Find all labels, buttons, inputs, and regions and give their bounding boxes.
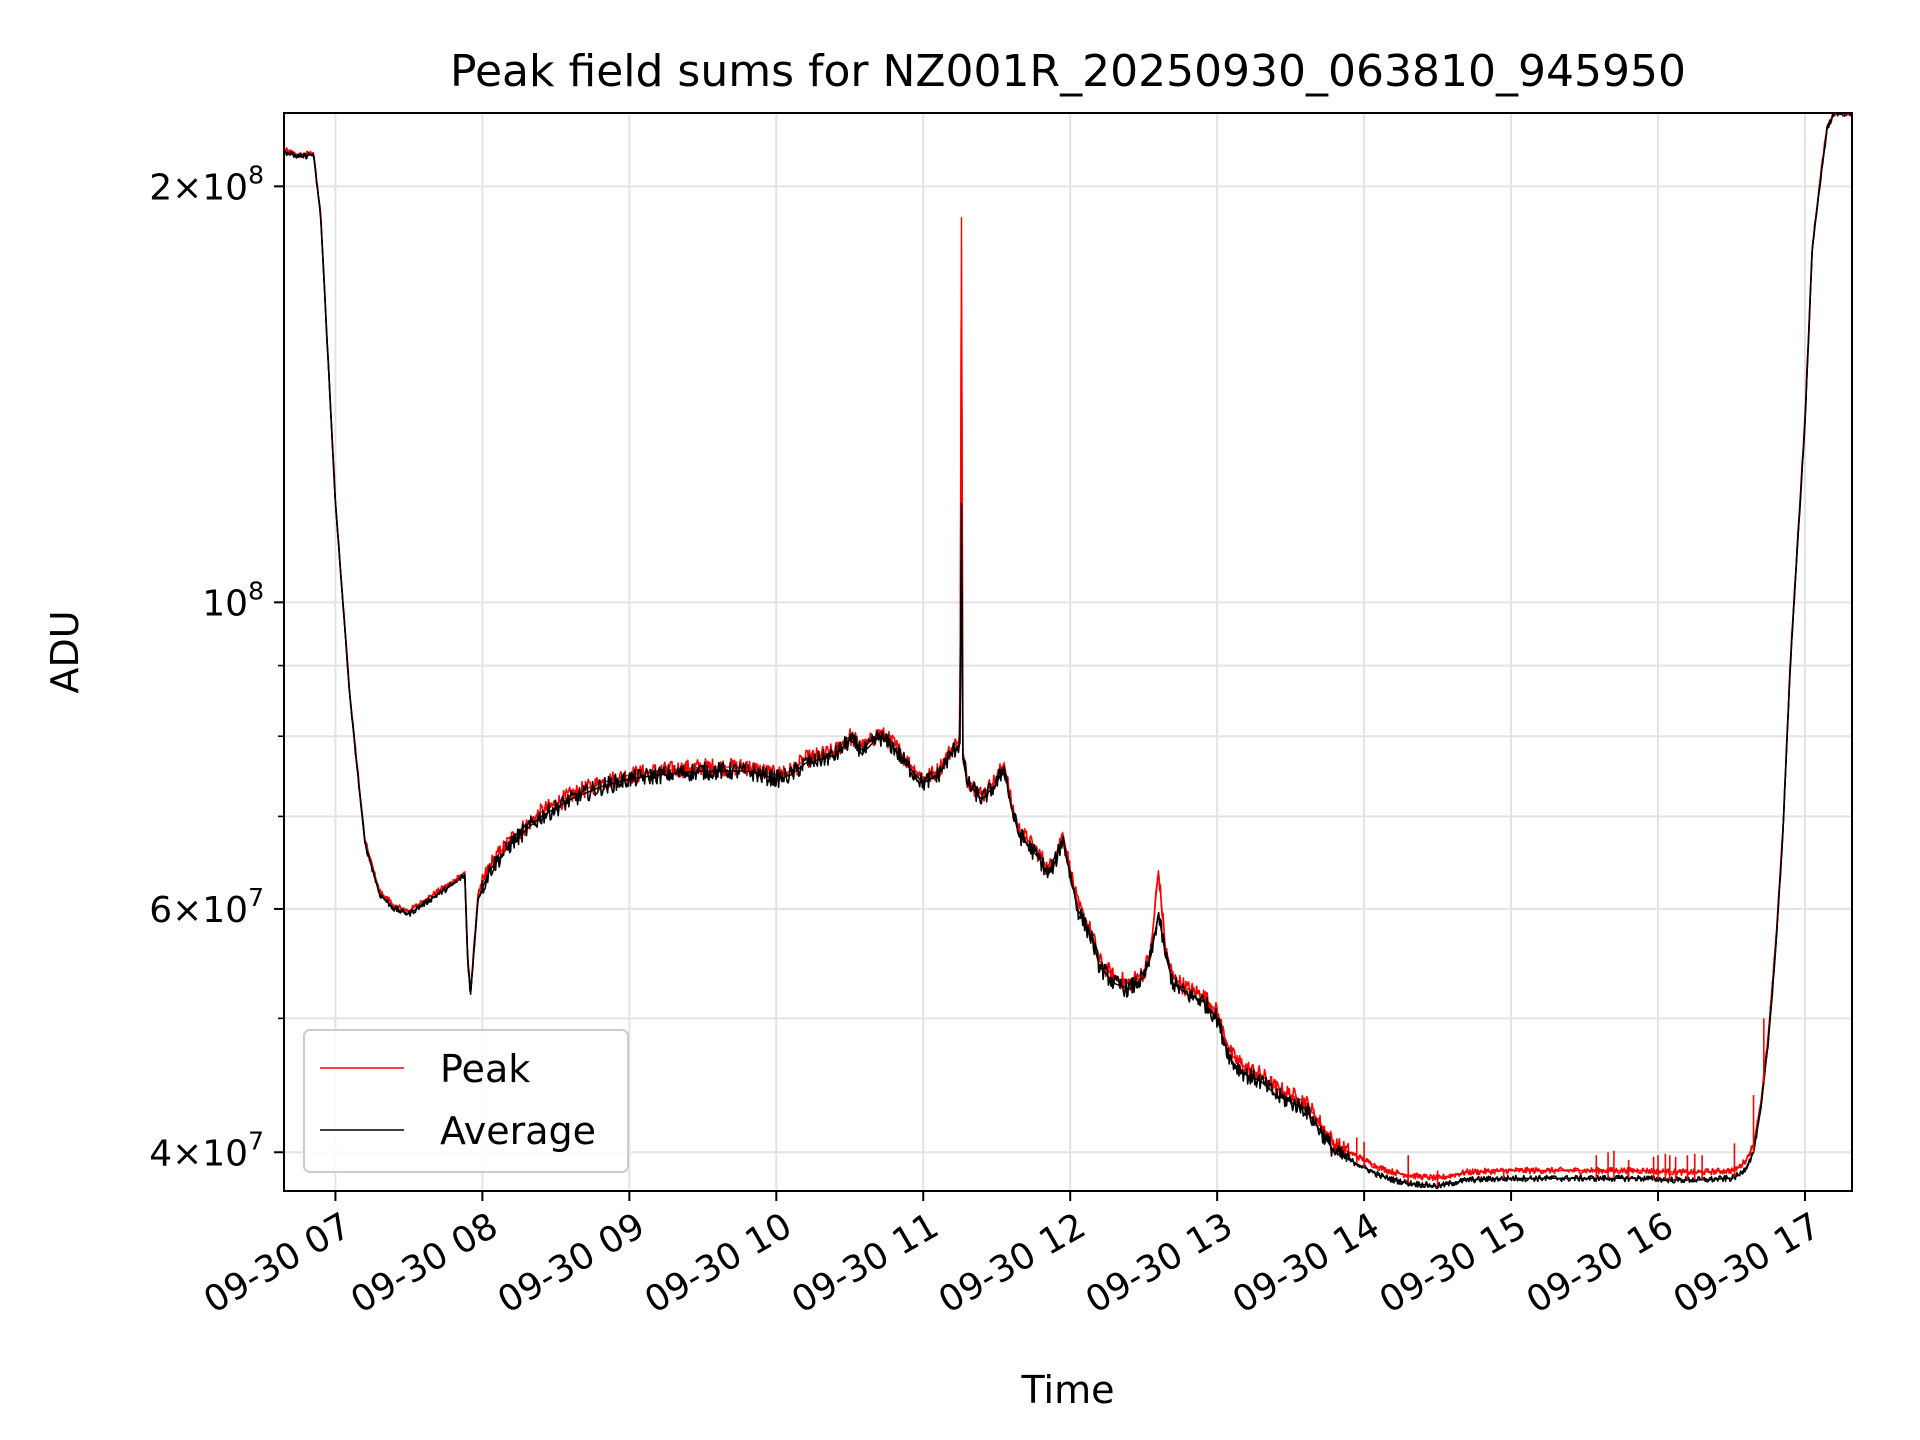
peak-line <box>284 113 1852 1182</box>
x-tick-label: 09-30 12 <box>932 1205 1093 1321</box>
x-tick-label: 09-30 07 <box>197 1205 358 1321</box>
y-tick-exp: 7 <box>248 883 264 912</box>
legend-box <box>303 1029 629 1173</box>
chart-title: Peak field sums for NZ001R_20250930_0638… <box>450 46 1686 97</box>
y-tick-exp: 8 <box>248 160 264 189</box>
legend-label-average: Average <box>440 1109 596 1153</box>
plot-area-frame <box>283 112 1853 1192</box>
x-tick-label: 09-30 15 <box>1373 1205 1534 1321</box>
x-tick-label: 09-30 10 <box>638 1205 799 1321</box>
y-tick-base: 10 <box>202 583 248 624</box>
y-axis-label: ADU <box>43 610 87 693</box>
x-axis-label: Time <box>1021 1368 1115 1412</box>
y-tick-label: 2×108 <box>149 160 264 208</box>
y-tick-label: 6×107 <box>149 883 264 931</box>
x-tick-label: 09-30 09 <box>491 1205 652 1321</box>
y-tick-times: × <box>172 890 202 931</box>
y-tick-exp: 7 <box>248 1126 264 1155</box>
x-tick-label: 09-30 11 <box>785 1205 946 1321</box>
y-tick-base: 10 <box>202 167 248 208</box>
legend-label-peak: Peak <box>440 1047 530 1091</box>
y-tick-mantissa: 4 <box>149 1133 172 1174</box>
x-tick-label: 09-30 13 <box>1079 1205 1240 1321</box>
x-tick-label: 09-30 16 <box>1520 1205 1681 1321</box>
y-tick-base: 10 <box>202 1133 248 1174</box>
legend: Peak Average <box>303 1029 629 1173</box>
y-tick-label: 4×107 <box>149 1126 264 1174</box>
x-tick-label: 09-30 17 <box>1667 1205 1828 1321</box>
plot-series <box>284 113 1852 1190</box>
y-tick-label: 108 <box>202 576 264 624</box>
y-tick-mantissa: 6 <box>149 890 172 931</box>
x-tick-label: 09-30 14 <box>1226 1205 1387 1321</box>
y-tick-mantissa: 2 <box>149 167 172 208</box>
y-tick-times: × <box>172 167 202 208</box>
y-tick-exp: 8 <box>248 576 264 605</box>
y-tick-base: 10 <box>202 890 248 931</box>
average-line <box>284 113 1852 1190</box>
x-tick-label: 09-30 08 <box>344 1205 505 1321</box>
average-anchor-line <box>284 113 1852 1187</box>
y-tick-times: × <box>172 1133 202 1174</box>
